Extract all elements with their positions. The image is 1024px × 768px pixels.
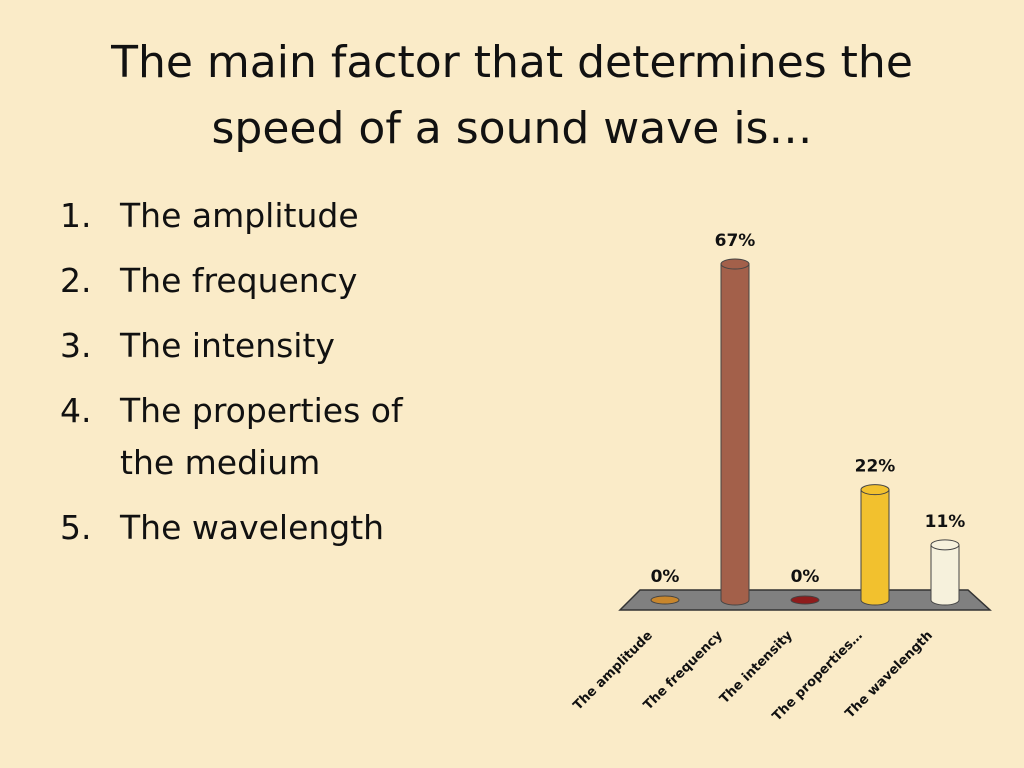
item-number: 2.: [60, 261, 92, 300]
bar-top: [930, 539, 960, 551]
item-text: The properties of the medium: [120, 391, 403, 482]
value-label: 22%: [855, 457, 896, 477]
bar: [930, 544, 960, 606]
x-tick-label: The intensity: [717, 628, 796, 707]
list-item: 3. The intensity: [60, 320, 460, 372]
item-number: 1.: [60, 196, 92, 235]
list-item: 1. The amplitude: [60, 190, 460, 242]
slide-title: The main factor that determines the spee…: [111, 37, 913, 154]
item-text: The wavelength: [120, 508, 385, 547]
item-text: The intensity: [120, 326, 335, 365]
bar: [790, 595, 820, 605]
item-number: 4.: [60, 391, 92, 430]
value-label: 11%: [925, 512, 966, 532]
list-item: 4. The properties of the medium: [60, 385, 460, 489]
bar-top: [720, 258, 750, 270]
value-label: 0%: [651, 567, 680, 587]
bar: [720, 263, 750, 606]
option-list: 1. The amplitude 2. The frequency 3. The inte…: [60, 190, 460, 567]
item-number: 5.: [60, 508, 92, 547]
value-label: 0%: [791, 567, 820, 587]
bar: [860, 489, 890, 606]
item-number: 3.: [60, 326, 92, 365]
item-text: The amplitude: [120, 196, 359, 235]
list-item: 2. The frequency: [60, 255, 460, 307]
value-label: 67%: [715, 231, 756, 251]
list-item: 5. The wavelength: [60, 502, 460, 554]
bar: [650, 595, 680, 605]
item-text: The frequency: [120, 261, 358, 300]
bar-top: [860, 484, 890, 496]
